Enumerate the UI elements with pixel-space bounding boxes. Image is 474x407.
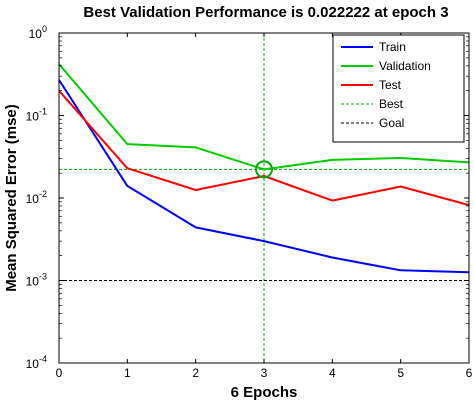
legend-label-best: Best bbox=[379, 97, 404, 111]
x-tick-label: 6 bbox=[466, 366, 473, 380]
x-tick-label: 1 bbox=[124, 366, 131, 380]
y-tick-label: 100 bbox=[29, 24, 47, 41]
series-line-test bbox=[58, 90, 470, 207]
y-axis: 100 10-1 10-2 10-3 10-4 bbox=[26, 24, 469, 371]
legend-label-goal: Goal bbox=[379, 116, 404, 130]
x-tick-label: 3 bbox=[261, 366, 268, 380]
x-tick-label: 5 bbox=[397, 366, 404, 380]
x-axis: 0 1 2 3 4 5 6 bbox=[56, 33, 473, 380]
legend-label-train: Train bbox=[379, 40, 406, 54]
x-axis-label: 6 Epochs bbox=[231, 384, 298, 401]
y-tick-label: 10-3 bbox=[26, 272, 47, 289]
legend-label-test: Test bbox=[379, 78, 402, 92]
y-tick-label: 10-4 bbox=[26, 354, 47, 371]
series-line-validation bbox=[58, 63, 470, 171]
legend-box bbox=[332, 34, 465, 143]
x-tick-label: 0 bbox=[56, 366, 63, 380]
series-line-train bbox=[58, 79, 470, 274]
chart-title: Best Validation Performance is 0.022222 … bbox=[83, 4, 448, 21]
best-marker-group bbox=[255, 160, 273, 179]
x-tick-label: 2 bbox=[192, 366, 199, 380]
best-marker bbox=[255, 160, 273, 179]
legend: Train Validation Test Best Goal bbox=[332, 34, 465, 143]
y-tick-label: 10-1 bbox=[26, 107, 47, 124]
y-tick-label: 10-2 bbox=[26, 189, 47, 206]
x-tick-label: 4 bbox=[329, 366, 336, 380]
series-lines bbox=[58, 63, 470, 274]
legend-label-validation: Validation bbox=[379, 59, 431, 73]
y-axis-label: Mean Squared Error (mse) bbox=[3, 104, 20, 292]
